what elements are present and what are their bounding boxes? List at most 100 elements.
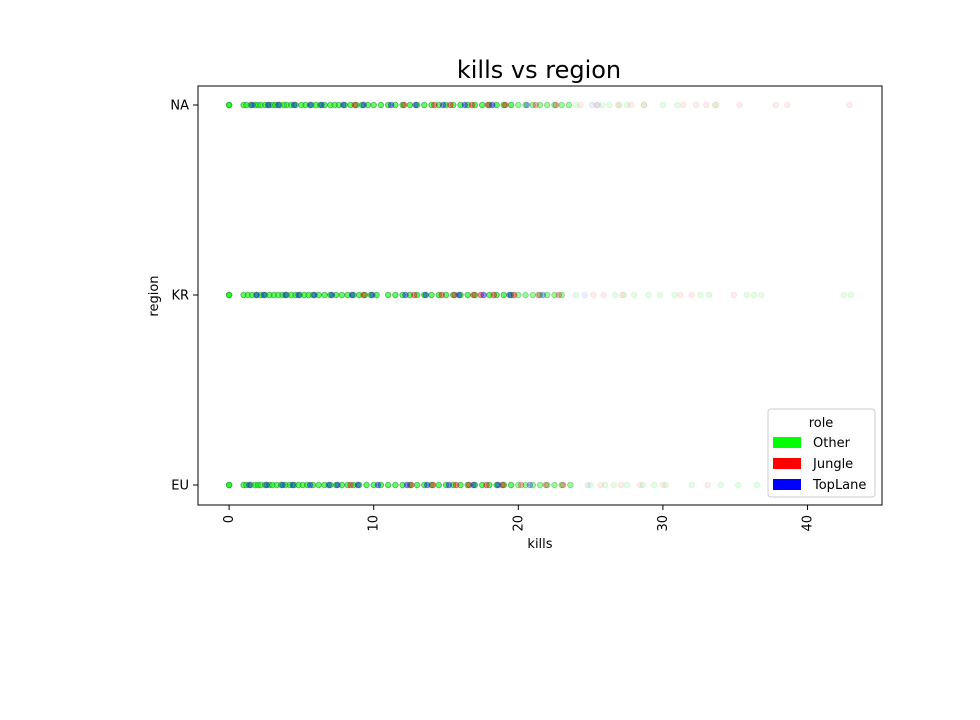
data-point — [758, 291, 765, 299]
data-point — [246, 481, 253, 489]
data-point — [713, 101, 720, 109]
data-point — [438, 291, 445, 299]
data-point — [429, 481, 437, 489]
data-point — [490, 291, 497, 299]
data-point — [402, 291, 409, 299]
data-point — [457, 481, 464, 489]
legend-title: role — [809, 416, 834, 431]
data-point — [384, 481, 392, 489]
data-point — [688, 481, 696, 489]
data-point — [311, 291, 318, 299]
y-tick-label: NA — [170, 99, 189, 114]
data-point — [734, 481, 742, 489]
data-point — [730, 291, 738, 299]
data-point — [543, 101, 551, 109]
data-point — [260, 291, 268, 299]
data-point — [594, 101, 602, 109]
points-layer — [225, 101, 855, 489]
data-point — [363, 481, 370, 489]
data-point — [526, 481, 534, 489]
data-point — [406, 101, 414, 109]
data-point — [640, 101, 648, 109]
data-point — [517, 481, 525, 489]
data-point — [253, 291, 260, 299]
data-point — [593, 101, 600, 109]
data-point — [620, 291, 628, 299]
data-point — [321, 291, 328, 299]
data-point — [325, 481, 333, 489]
data-point — [659, 101, 667, 109]
data-point — [784, 101, 791, 109]
data-point — [551, 481, 558, 489]
data-point — [470, 481, 477, 489]
data-point — [588, 101, 596, 109]
data-point — [435, 481, 443, 489]
legend-swatch — [773, 458, 801, 469]
data-point — [584, 481, 591, 489]
data-point — [392, 481, 399, 489]
data-point — [529, 101, 537, 109]
data-point — [565, 101, 573, 109]
data-point — [543, 291, 551, 299]
data-point — [555, 291, 563, 299]
data-point — [656, 291, 664, 299]
data-point — [662, 481, 670, 489]
x-tick-label: 10 — [367, 515, 382, 532]
data-point — [370, 101, 377, 109]
x-axis-label: kills — [527, 537, 552, 552]
data-point — [704, 481, 711, 489]
data-point — [597, 481, 604, 489]
data-point — [275, 101, 282, 109]
data-point — [423, 481, 431, 489]
data-point — [645, 291, 652, 299]
data-point — [750, 291, 758, 299]
data-point — [422, 291, 430, 299]
data-point — [318, 101, 325, 109]
data-point — [840, 291, 847, 299]
data-point — [295, 291, 302, 299]
data-point — [515, 101, 522, 109]
data-point — [552, 101, 560, 109]
data-point — [650, 481, 658, 489]
data-point — [536, 101, 544, 109]
data-point — [703, 101, 710, 109]
legend-label: Jungle — [812, 457, 853, 472]
data-point — [551, 291, 558, 299]
data-point — [705, 291, 713, 299]
data-point — [543, 481, 551, 489]
chart-title: kills vs region — [457, 56, 621, 84]
x-tick-label: 40 — [801, 515, 816, 532]
data-point — [484, 101, 492, 109]
data-point — [523, 101, 531, 109]
data-point — [572, 101, 580, 109]
data-point — [348, 291, 356, 299]
data-point — [279, 481, 286, 489]
y-axis-label: region — [147, 275, 162, 316]
data-point — [439, 101, 447, 109]
data-point — [431, 101, 438, 109]
data-point — [282, 291, 289, 299]
data-point — [510, 291, 518, 299]
data-point — [263, 481, 270, 489]
data-point — [522, 101, 529, 109]
data-point — [636, 481, 644, 489]
data-point — [846, 101, 853, 109]
data-point — [536, 291, 544, 299]
data-point — [400, 101, 408, 109]
data-point — [384, 291, 392, 299]
data-point — [421, 101, 428, 109]
data-point — [334, 481, 341, 489]
data-point — [445, 481, 453, 489]
legend-box — [767, 408, 876, 498]
data-point — [290, 101, 298, 109]
data-point — [507, 481, 515, 489]
data-point — [478, 101, 486, 109]
legend-swatch — [773, 479, 801, 490]
y-tick-label: EU — [171, 479, 189, 494]
data-point — [535, 291, 542, 299]
data-point — [697, 291, 704, 299]
data-point — [489, 101, 496, 109]
data-point — [392, 291, 399, 299]
